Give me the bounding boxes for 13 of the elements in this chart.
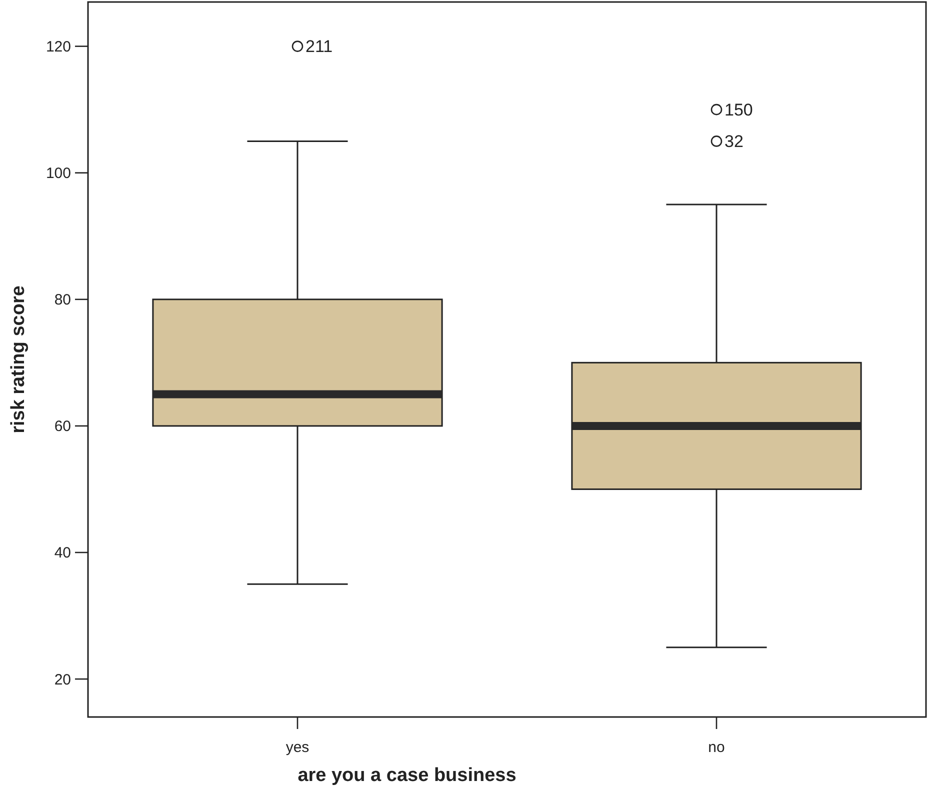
y-tick-label: 120: [46, 38, 71, 56]
y-axis-title: risk rating score: [8, 286, 29, 434]
annotation: 32: [724, 132, 744, 152]
annotation: 150: [724, 100, 753, 120]
y-tick-label: 40: [54, 544, 71, 562]
annotation: 211: [306, 37, 333, 56]
y-tick-label: 20: [54, 671, 71, 688]
x-tick-label: no: [708, 739, 725, 756]
y-tick-label: 60: [54, 418, 71, 436]
y-tick-label: 80: [54, 292, 71, 309]
x-axis-title: are you a case business: [298, 765, 516, 786]
x-tick-label: yes: [286, 739, 310, 756]
y-tick-label: 100: [46, 165, 71, 182]
